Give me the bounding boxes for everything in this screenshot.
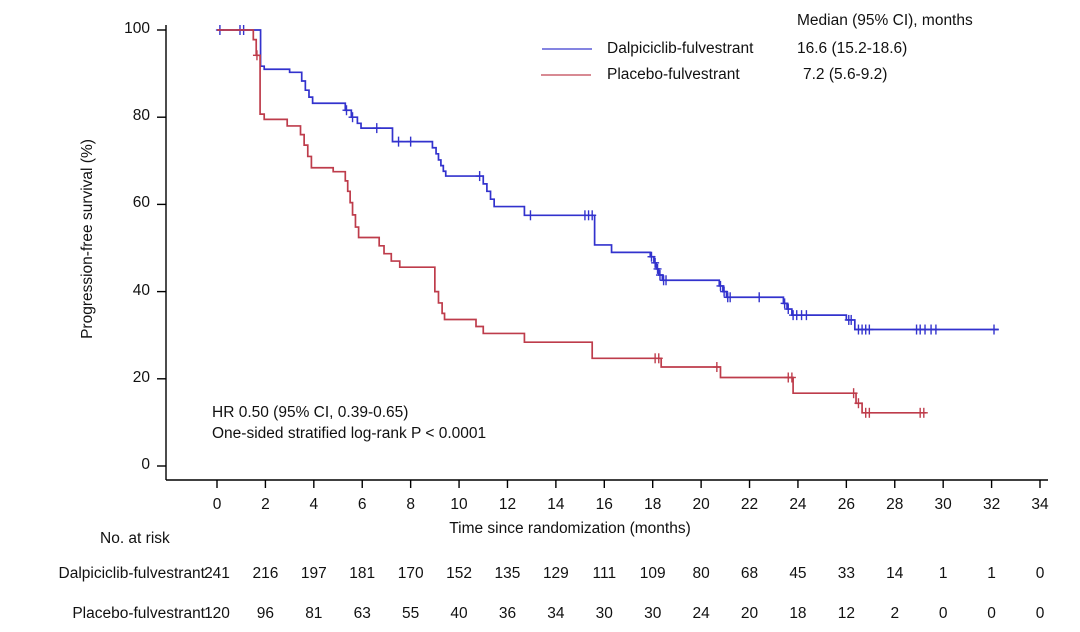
risk-count: 12 — [837, 605, 855, 622]
risk-count: 55 — [402, 605, 420, 622]
x-tick-label: 0 — [212, 496, 222, 513]
risk-count: 20 — [740, 605, 759, 622]
risk-count: 81 — [305, 605, 323, 622]
risk-count: 120 — [204, 605, 230, 622]
risk-count: 152 — [446, 565, 472, 582]
y-tick-label: 60 — [132, 194, 150, 212]
legend-median-placebo: 7.2 (5.6-9.2) — [803, 66, 888, 83]
risk-count: 0 — [1035, 605, 1045, 622]
risk-count: 30 — [644, 605, 662, 622]
x-tick-label: 20 — [692, 496, 710, 513]
risk-count: 24 — [692, 605, 710, 622]
risk-count: 18 — [789, 605, 807, 622]
risk-count: 36 — [498, 605, 517, 622]
x-tick-label: 28 — [886, 496, 904, 513]
y-axis-title: Progression-free survival (%) — [79, 139, 96, 339]
risk-count: 197 — [300, 565, 327, 582]
logrank-p-text: One-sided stratified log-rank P < 0.0001 — [212, 425, 487, 442]
risk-count: 135 — [494, 565, 521, 582]
y-tick-label: 40 — [132, 281, 150, 299]
x-tick-label: 2 — [261, 496, 270, 513]
y-tick-label: 20 — [132, 368, 150, 386]
risk-count: 0 — [938, 605, 948, 622]
risk-count: 109 — [639, 565, 666, 582]
risk-count: 216 — [252, 565, 279, 582]
legend-median-dalpiciclib: 16.6 (15.2-18.6) — [797, 40, 908, 57]
x-tick-label: 8 — [406, 496, 415, 513]
risk-count: 33 — [837, 565, 855, 582]
risk-count: 63 — [353, 605, 371, 622]
legend-line-dalpiciclib — [542, 48, 592, 50]
x-tick-label: 10 — [450, 496, 468, 513]
hazard-ratio-text: HR 0.50 (95% CI, 0.39-0.65) — [212, 404, 409, 421]
x-tick-label: 22 — [740, 496, 759, 513]
x-tick-label: 34 — [1031, 496, 1049, 513]
y-tick-label: 100 — [124, 20, 150, 37]
risk-count: 80 — [692, 565, 710, 582]
x-tick-label: 26 — [837, 496, 855, 513]
x-tick-label: 12 — [498, 496, 517, 513]
y-tick-label: 80 — [132, 107, 150, 125]
risk-count: 1 — [938, 565, 948, 582]
legend-line-placebo — [541, 74, 591, 76]
risk-count: 45 — [789, 565, 807, 582]
risk-count: 30 — [595, 605, 613, 622]
x-tick-label: 18 — [644, 496, 662, 513]
risk-count: 170 — [397, 565, 424, 582]
risk-count: 34 — [547, 605, 565, 622]
risk-table-title: No. at risk — [100, 530, 170, 547]
risk-row-label-dalpiciclib: Dalpiciclib-fulvestrant — [58, 565, 205, 582]
survival-curve — [217, 29, 927, 414]
x-tick-label: 32 — [982, 496, 1001, 513]
legend-label-dalpiciclib: Dalpiciclib-fulvestrant — [607, 40, 754, 57]
risk-count: 96 — [256, 605, 275, 622]
x-tick-label: 4 — [309, 496, 319, 513]
x-tick-label: 6 — [357, 496, 367, 513]
legend-label-placebo: Placebo-fulvestrant — [607, 66, 740, 83]
risk-count: 181 — [349, 565, 376, 582]
risk-count: 129 — [542, 565, 569, 582]
x-tick-label: 16 — [595, 496, 613, 513]
x-axis-title: Time since randomization (months) — [449, 520, 691, 537]
risk-row-label-placebo: Placebo-fulvestrant — [72, 605, 205, 622]
y-tick-label: 0 — [141, 456, 150, 473]
risk-count: 0 — [987, 605, 996, 622]
risk-count: 2 — [890, 605, 900, 622]
x-tick-label: 24 — [789, 496, 807, 513]
risk-count: 0 — [1035, 565, 1045, 582]
risk-count: 40 — [450, 605, 468, 622]
x-tick-label: 30 — [934, 496, 952, 513]
risk-count: 1 — [987, 565, 996, 582]
risk-count: 68 — [740, 565, 759, 582]
x-tick-label: 14 — [547, 496, 565, 513]
legend-median-header: Median (95% CI), months — [797, 12, 973, 29]
risk-count: 111 — [592, 565, 617, 582]
risk-count: 241 — [204, 565, 230, 582]
risk-count: 14 — [886, 565, 904, 582]
